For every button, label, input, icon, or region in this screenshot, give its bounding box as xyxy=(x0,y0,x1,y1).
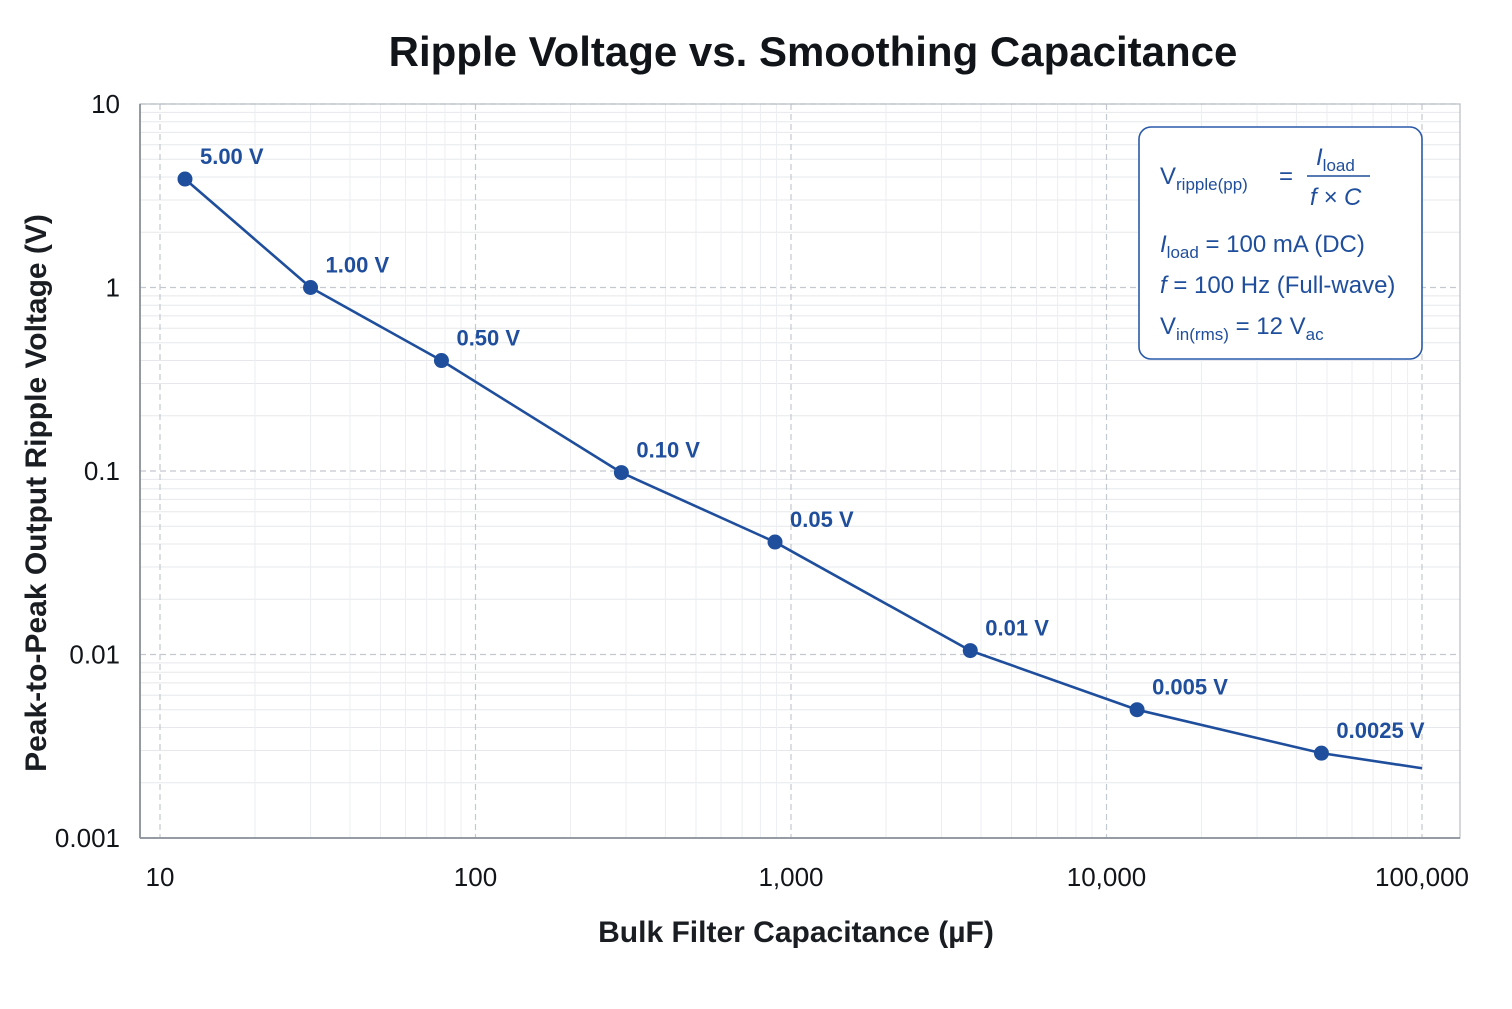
x-tick-label: 100,000 xyxy=(1375,862,1469,892)
y-tick-label: 0.1 xyxy=(84,456,120,486)
data-label: 0.50 V xyxy=(456,326,520,351)
y-axis-label: Peak-to-Peak Output Ripple Voltage (V) xyxy=(20,214,53,772)
data-point xyxy=(767,534,783,550)
data-labels: 5.00 V 1.00 V 0.50 V 0.10 V 0.05 V 0.01 V 0.00… xyxy=(200,144,1425,743)
data-label: 5.00 V xyxy=(200,144,264,169)
data-point xyxy=(177,171,193,187)
x-tick-label: 1,000 xyxy=(758,862,823,892)
data-point xyxy=(1129,702,1145,718)
data-label: 0.01 V xyxy=(985,616,1049,641)
x-tick-label: 10,000 xyxy=(1067,862,1147,892)
series-ripple xyxy=(177,171,1423,770)
data-label: 0.10 V xyxy=(636,438,700,463)
data-point xyxy=(433,353,449,369)
data-label: 0.005 V xyxy=(1152,675,1228,700)
formula-numerator: Iload xyxy=(1316,144,1355,175)
formula-lhs: Vripple(pp) xyxy=(1160,163,1248,194)
formula-box: Vripple(pp) = Iload f × C Iload = 100 mA… xyxy=(1138,126,1423,360)
x-tick-label: 100 xyxy=(454,862,497,892)
data-point xyxy=(613,465,629,481)
y-tick-label: 0.001 xyxy=(55,823,120,853)
x-tick-labels: 10 100 1,000 10,000 100,000 xyxy=(146,862,1469,892)
param-frequency: f = 100 Hz (Full-wave) xyxy=(1160,272,1395,299)
formula-equals: = xyxy=(1279,163,1293,190)
x-axis-label: Bulk Filter Capacitance (µF) xyxy=(598,916,994,949)
param-load-current: Iload = 100 mA (DC) xyxy=(1160,231,1365,262)
data-point xyxy=(303,280,319,295)
y-tick-label: 1 xyxy=(106,273,120,303)
data-label: 1.00 V xyxy=(326,253,390,278)
y-tick-label: 10 xyxy=(91,89,120,119)
data-point xyxy=(962,643,978,659)
data-point xyxy=(1313,745,1329,761)
formula-denominator: f × C xyxy=(1310,184,1362,211)
data-label: 0.05 V xyxy=(790,507,854,532)
y-tick-label: 0.01 xyxy=(69,640,120,670)
data-label: 0.0025 V xyxy=(1336,718,1424,743)
chart-title: Ripple Voltage vs. Smoothing Capacitance xyxy=(389,28,1238,75)
param-input-voltage: Vin(rms) = 12 Vac xyxy=(1160,313,1324,344)
y-tick-labels: 0.001 0.01 0.1 1 10 xyxy=(55,89,120,853)
x-tick-label: 10 xyxy=(146,862,175,892)
axes xyxy=(139,103,1461,839)
